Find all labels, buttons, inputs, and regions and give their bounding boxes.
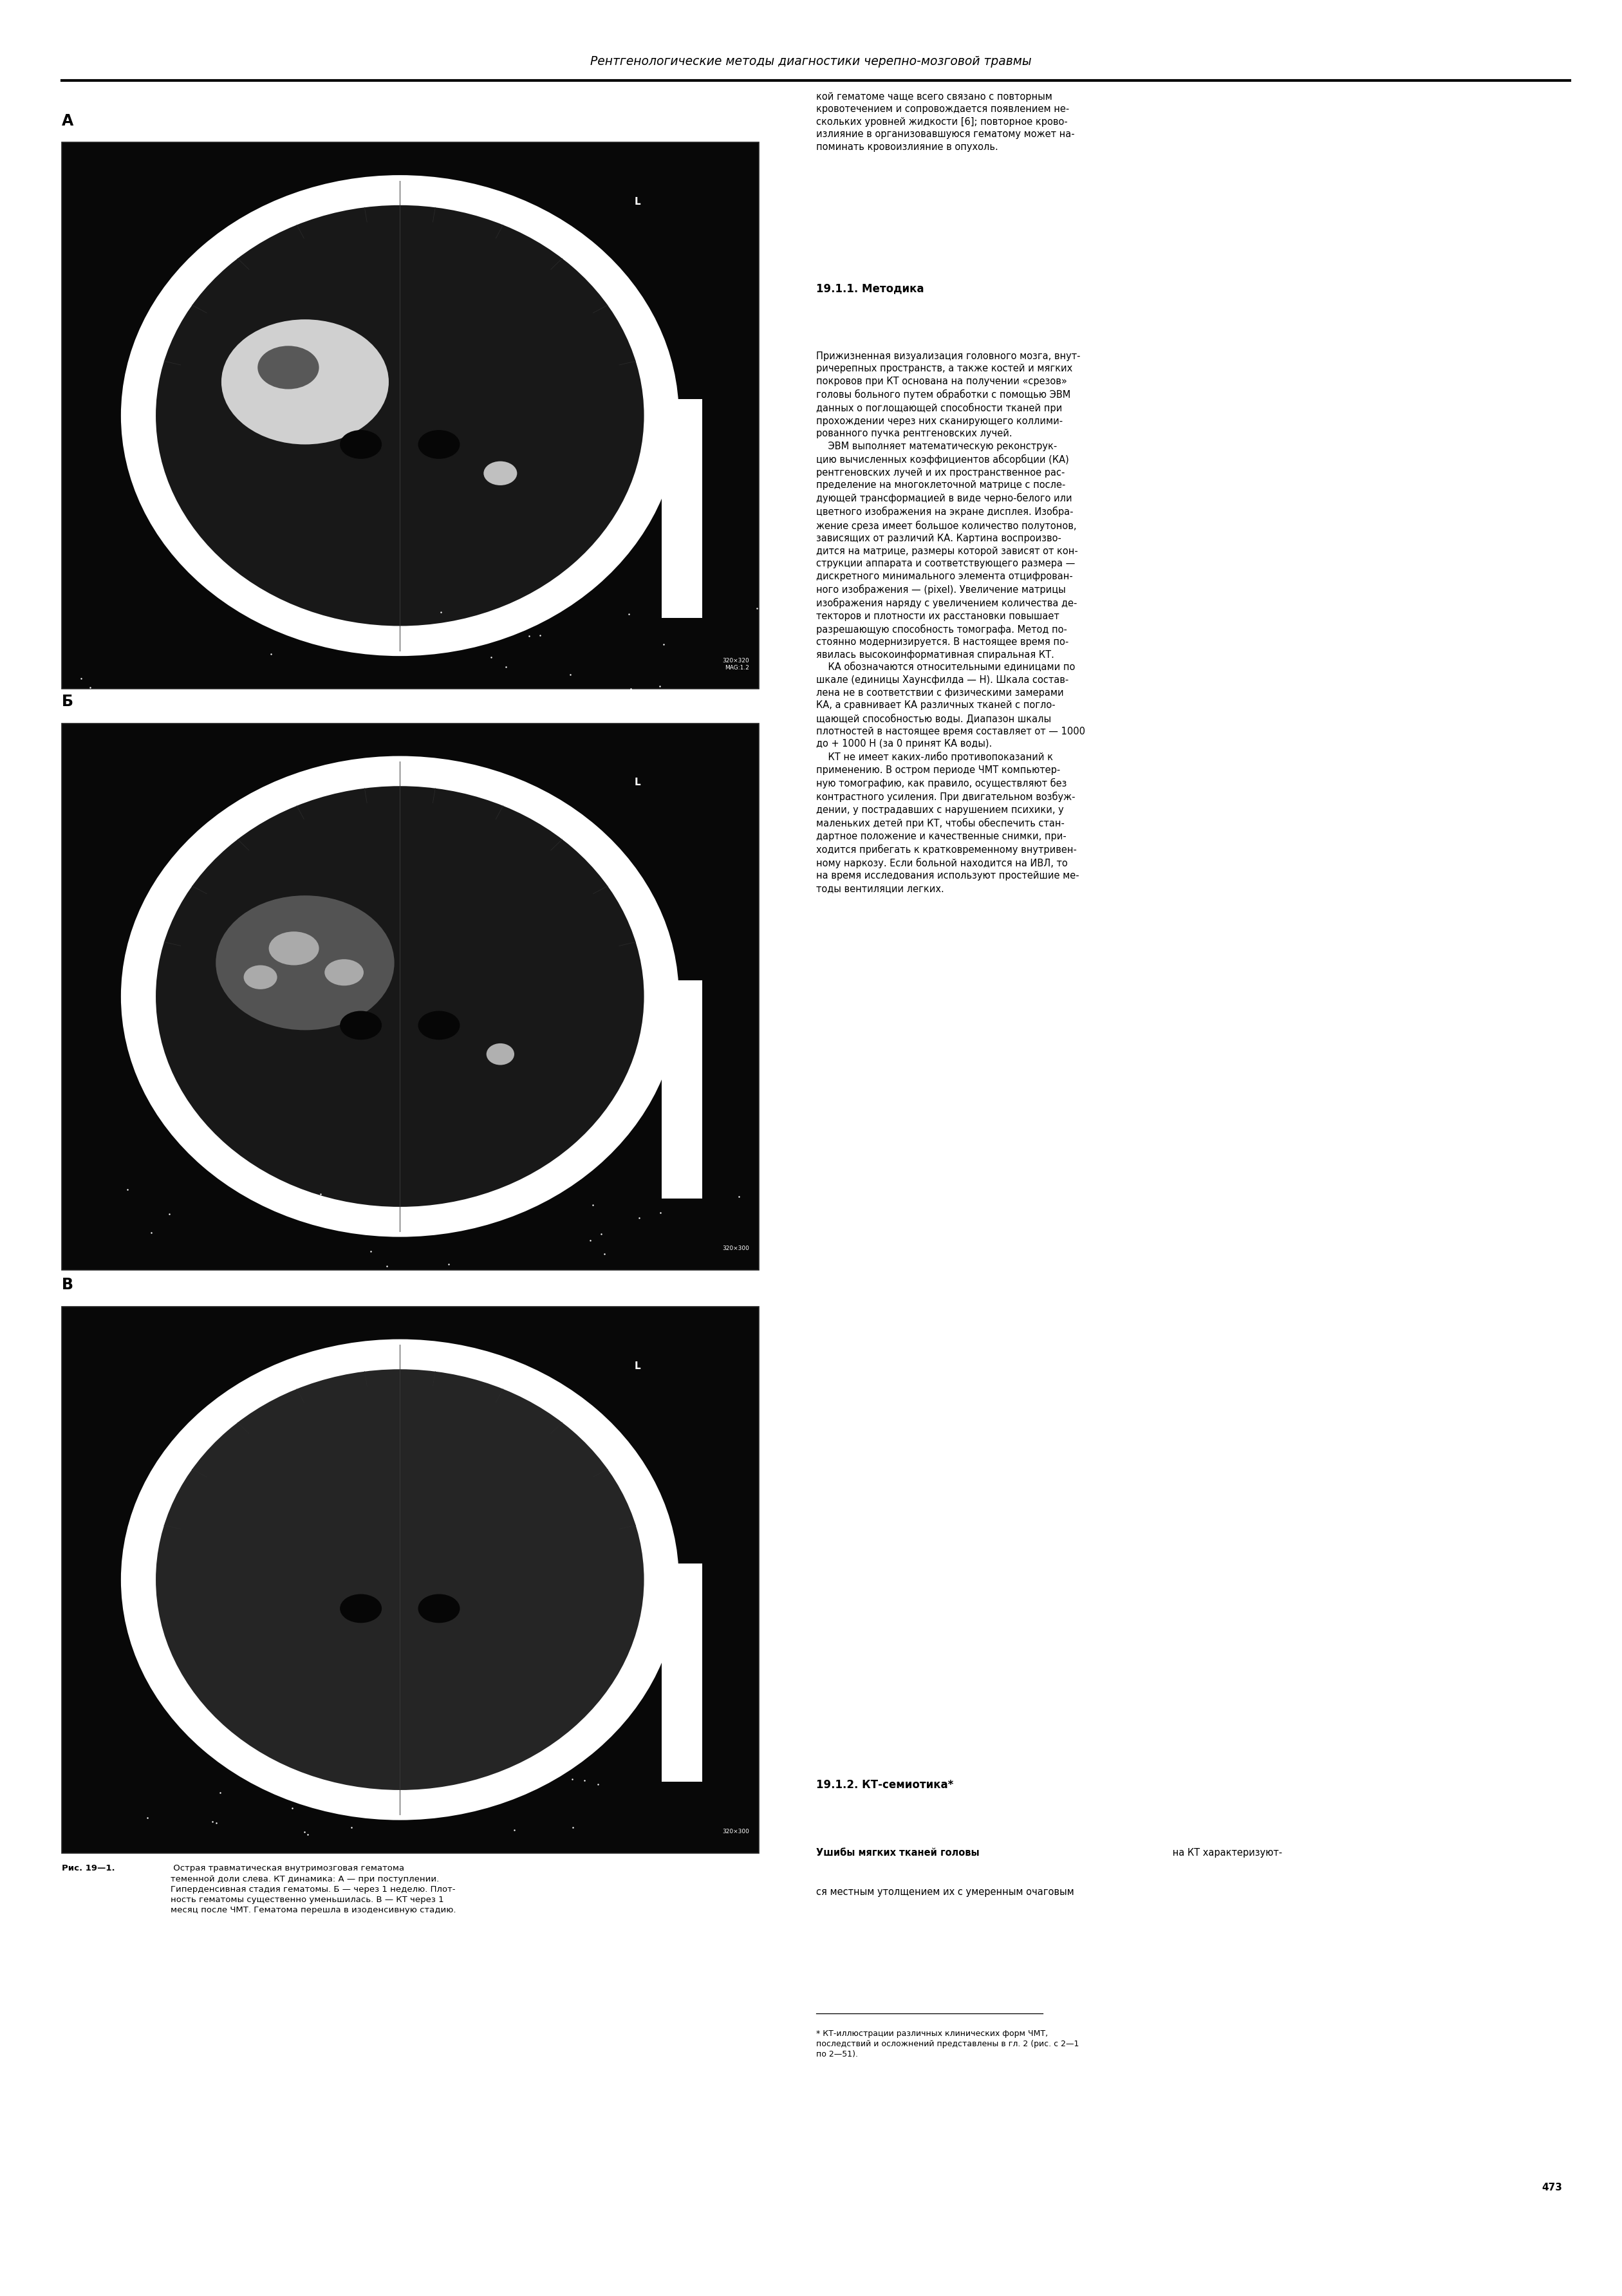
Ellipse shape	[243, 964, 277, 990]
Text: 473: 473	[1541, 2183, 1562, 2193]
Ellipse shape	[122, 755, 680, 1238]
Text: Рис. 19—1.: Рис. 19—1.	[62, 1864, 115, 1874]
Text: Острая травматическая внутримозговая гематома
теменной доли слева. КТ динамика: : Острая травматическая внутримозговая гем…	[170, 1864, 456, 1915]
Ellipse shape	[341, 1010, 381, 1040]
Bar	[662, 400, 702, 618]
Text: на КТ характеризуют-: на КТ характеризуют-	[1169, 1848, 1281, 1857]
Ellipse shape	[341, 1593, 381, 1623]
Text: 19.1.2. КТ-семиотика*: 19.1.2. КТ-семиотика*	[816, 1779, 954, 1791]
Text: 320×320
MAG:1.2: 320×320 MAG:1.2	[722, 659, 749, 670]
Text: 320×300: 320×300	[722, 1828, 749, 1835]
Bar	[62, 142, 759, 689]
Bar	[662, 1564, 702, 1782]
Ellipse shape	[156, 785, 644, 1208]
Ellipse shape	[269, 932, 320, 964]
Text: * КТ-иллюстрации различных клинических форм ЧМТ,
последствий и осложнений предст: * КТ-иллюстрации различных клинических ф…	[816, 2030, 1079, 2060]
Ellipse shape	[156, 1368, 644, 1791]
Bar	[62, 723, 759, 1270]
Text: Ушибы мягких тканей головы: Ушибы мягких тканей головы	[816, 1848, 980, 1857]
Ellipse shape	[487, 1042, 514, 1065]
Ellipse shape	[122, 1339, 680, 1821]
Text: L: L	[634, 197, 641, 207]
Text: L: L	[634, 1362, 641, 1371]
Text: 320×300: 320×300	[722, 1244, 749, 1251]
Text: Б: Б	[62, 693, 73, 709]
Ellipse shape	[418, 429, 461, 459]
Ellipse shape	[341, 429, 381, 459]
Text: ся местным утолщением их с умеренным очаговым: ся местным утолщением их с умеренным оча…	[816, 1887, 1074, 1896]
Ellipse shape	[483, 461, 517, 484]
Bar	[62, 1306, 759, 1853]
Text: кой гематоме чаще всего связано с повторным
кровотечением и сопровождается появл: кой гематоме чаще всего связано с повтор…	[816, 92, 1074, 152]
Ellipse shape	[418, 1593, 461, 1623]
Ellipse shape	[221, 319, 389, 445]
Ellipse shape	[418, 1010, 461, 1040]
Text: 19.1.1. Методика: 19.1.1. Методика	[816, 282, 923, 294]
Text: L: L	[634, 778, 641, 788]
Text: В: В	[62, 1277, 73, 1293]
Text: Прижизненная визуализация головного мозга, внут-
ричерепных пространств, а также: Прижизненная визуализация головного мозг…	[816, 351, 1085, 893]
Bar	[662, 980, 702, 1199]
Ellipse shape	[156, 204, 644, 627]
Text: А: А	[62, 113, 73, 129]
Text: Рентгенологические методы диагностики черепно-мозговой травмы: Рентгенологические методы диагностики че…	[590, 55, 1032, 67]
Ellipse shape	[122, 174, 680, 657]
Ellipse shape	[216, 895, 394, 1031]
Ellipse shape	[258, 347, 320, 388]
Ellipse shape	[324, 960, 363, 985]
